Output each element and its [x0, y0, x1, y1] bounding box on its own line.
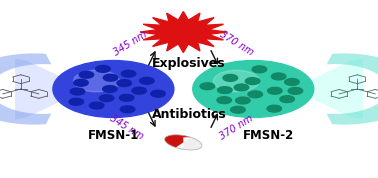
Circle shape — [69, 98, 84, 105]
Polygon shape — [165, 135, 191, 148]
Circle shape — [73, 70, 119, 92]
Circle shape — [200, 83, 215, 90]
Circle shape — [132, 87, 146, 94]
Text: 345 nm: 345 nm — [108, 113, 145, 142]
Circle shape — [234, 84, 249, 91]
Circle shape — [103, 86, 117, 92]
Polygon shape — [327, 53, 378, 125]
Circle shape — [268, 87, 282, 94]
Polygon shape — [291, 59, 363, 119]
Circle shape — [288, 87, 303, 94]
Circle shape — [90, 102, 104, 109]
Circle shape — [120, 106, 135, 113]
Circle shape — [119, 94, 134, 101]
Circle shape — [121, 70, 136, 77]
Circle shape — [248, 91, 262, 98]
Polygon shape — [176, 137, 202, 150]
Circle shape — [218, 87, 232, 93]
Circle shape — [271, 73, 286, 80]
Circle shape — [139, 77, 154, 84]
Circle shape — [117, 80, 132, 87]
Circle shape — [280, 96, 294, 103]
Circle shape — [70, 88, 85, 95]
Circle shape — [99, 95, 114, 102]
Text: 370 nm: 370 nm — [218, 29, 255, 58]
Circle shape — [74, 79, 88, 86]
Circle shape — [151, 90, 165, 97]
Circle shape — [217, 97, 231, 104]
Text: 345 nm: 345 nm — [112, 29, 149, 58]
Text: FMSN-1: FMSN-1 — [88, 129, 139, 142]
Circle shape — [103, 74, 118, 81]
Text: FMSN-2: FMSN-2 — [243, 129, 294, 142]
Circle shape — [96, 66, 110, 72]
Circle shape — [245, 78, 260, 85]
Text: Explosives: Explosives — [152, 57, 226, 70]
Circle shape — [252, 66, 267, 73]
Circle shape — [193, 61, 314, 117]
Circle shape — [285, 78, 299, 85]
Circle shape — [267, 105, 282, 112]
Polygon shape — [140, 12, 227, 53]
Circle shape — [231, 106, 245, 113]
Text: 370 nm: 370 nm — [218, 113, 255, 142]
Polygon shape — [0, 53, 51, 125]
Circle shape — [235, 97, 250, 104]
Circle shape — [213, 70, 259, 92]
Circle shape — [223, 74, 238, 81]
Circle shape — [53, 61, 174, 117]
Text: Antibiotics: Antibiotics — [152, 108, 226, 121]
Circle shape — [79, 71, 94, 78]
Polygon shape — [15, 59, 87, 119]
